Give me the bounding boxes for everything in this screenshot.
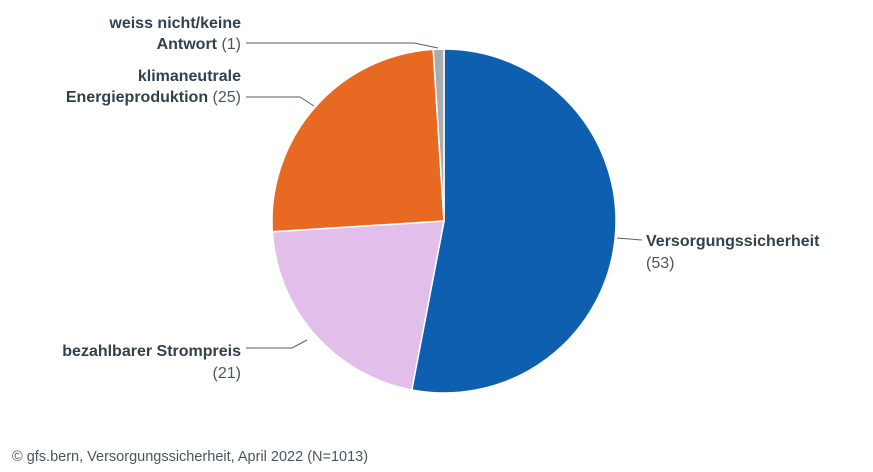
leader-line-3 (246, 96, 315, 107)
pie-slice-4 (432, 48, 445, 222)
leader-line-4 (246, 42, 439, 49)
pie-slice-1 (410, 48, 617, 394)
pie-chart: Versorgungssicherheit (53) bezahlbarer Str… (62, 15, 820, 394)
slice-label-2: bezahlbarer Strompreis (21) (62, 343, 241, 382)
source-note: © gfs.bern, Versorgungssicherheit, April… (12, 449, 369, 465)
slice-labels: Versorgungssicherheit (53) bezahlbarer Str… (62, 15, 820, 382)
pie-slices (271, 48, 617, 394)
slice-label-3: klimaneutrale Energieproduktion (25) (66, 68, 241, 106)
leader-line-2 (246, 339, 308, 349)
slice-label-1: Versorgungssicherheit (53) (646, 233, 820, 272)
slice-label-4: weiss nicht/keine Antwort (1) (108, 15, 241, 53)
pie-slice-3 (271, 48, 445, 233)
pie-slice-2 (271, 220, 445, 391)
leader-line-1 (616, 237, 643, 241)
